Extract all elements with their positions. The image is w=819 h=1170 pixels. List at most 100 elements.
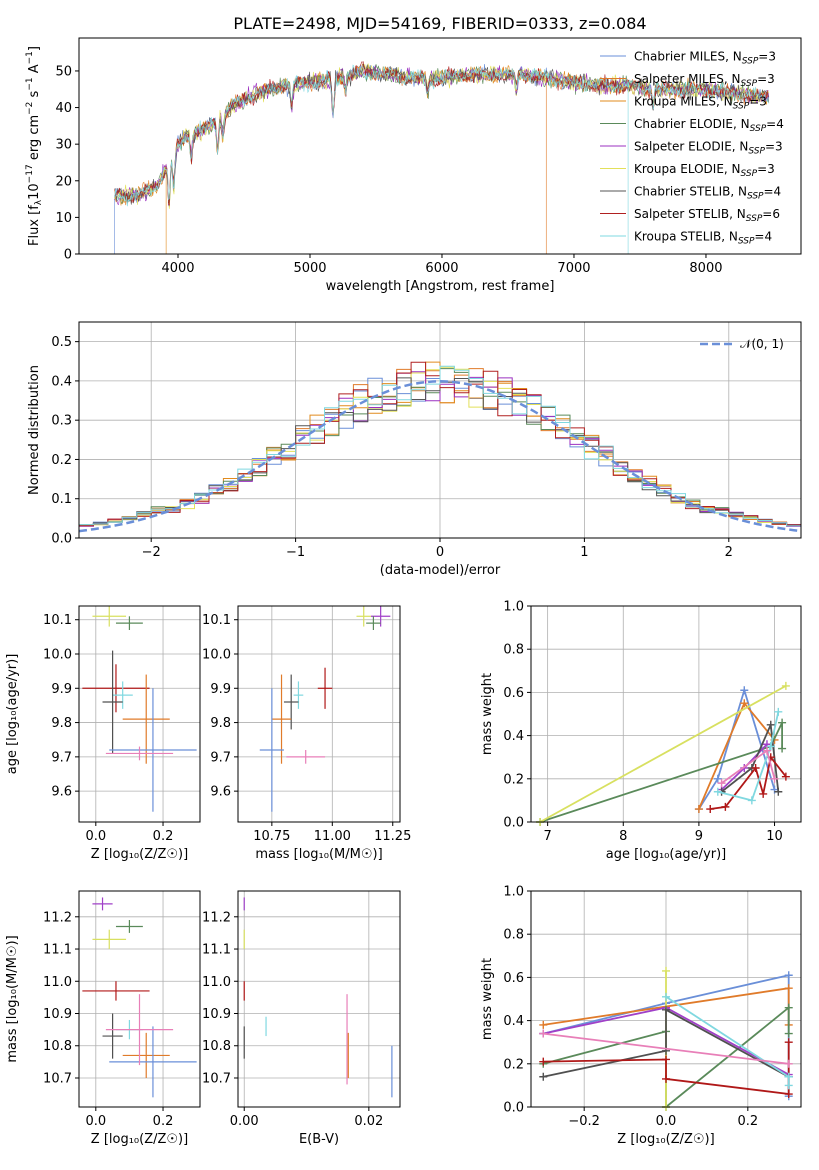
y-tick-label: 11.0	[202, 975, 231, 990]
y-tick-label: 10	[55, 211, 72, 226]
y-tick-label: 9.6	[210, 785, 231, 800]
y-axis-label: mass weight	[480, 673, 495, 755]
y-tick-label: 10.8	[202, 1039, 231, 1054]
weight-point-marker	[774, 707, 783, 716]
y-tick-label: 11.2	[202, 910, 231, 925]
x-tick-label: 0.0	[656, 1114, 677, 1129]
legend-label: Salpeter STELIB, NSSP=6	[634, 207, 780, 224]
y-tick-label: 10.7	[43, 1071, 72, 1086]
y-tick-label: 0.1	[51, 492, 72, 507]
mass-vs-ebv-panel: 0.00 0.02 10.7 10.8 10.9 11.0 11.1 11.2 E(B-V)	[202, 890, 401, 1147]
legend-label: Salpeter MILES, NSSP=3	[634, 72, 775, 89]
y-tick-label: 11.1	[43, 943, 72, 958]
y-tick-label: 9.7	[210, 750, 231, 765]
legend: Chabrier MILES, NSSP=3 Salpeter MILES, NS…	[600, 50, 784, 247]
age-vs-Z-panel: 0.0 0.2 9.6 9.7 9.8 9.9 10.0 10.1 Z [log₁₀(Z/Z☉)…	[5, 605, 201, 862]
y-tick-label: 10.8	[43, 1039, 72, 1054]
weight-series-line	[721, 721, 780, 793]
y-tick-label: 9.7	[51, 750, 72, 765]
x-tick-label: 0.0	[85, 829, 106, 844]
y-tick-label: 0.2	[51, 453, 72, 468]
y-axis-label: Flux [fλ10−17 erg cm−2 s−1 A−1]	[25, 46, 44, 246]
legend-label: Chabrier ELODIE, NSSP=4	[634, 117, 784, 134]
weight-point-marker	[766, 742, 775, 751]
weight-point-marker	[694, 805, 703, 814]
x-tick-label: −1	[286, 545, 305, 560]
weight-point-marker	[759, 789, 768, 798]
y-tick-label: 9.6	[51, 785, 72, 800]
weight-point-marker	[751, 764, 760, 772]
weight-series-line	[717, 711, 780, 802]
y-tick-label: 10.1	[202, 613, 231, 628]
y-tick-label: 0.4	[51, 374, 72, 389]
x-tick-label: 8000	[689, 261, 722, 276]
weight-point-marker	[784, 1038, 793, 1047]
axes-frame	[78, 890, 201, 1108]
normal-reference-curve	[79, 380, 801, 533]
weight-point-marker	[713, 774, 722, 783]
x-tick-label: 5000	[293, 261, 326, 276]
weight-point-marker	[784, 1029, 793, 1038]
y-tick-label: 10.0	[43, 648, 72, 663]
y-axis-label: mass weight	[480, 958, 495, 1040]
weight-point-marker	[706, 805, 715, 814]
weight-point-marker	[784, 971, 793, 980]
y-tick-label: 9.9	[51, 682, 72, 697]
y-tick-label: 0	[64, 248, 72, 263]
y-tick-label: 10.9	[202, 1007, 231, 1022]
y-tick-label: 0.2	[503, 772, 524, 787]
weight-point-marker	[539, 1072, 548, 1081]
axes-frame	[237, 605, 401, 823]
weight-point-marker	[784, 1059, 793, 1068]
weight-point-marker	[539, 1057, 548, 1066]
y-tick-label: 0.4	[503, 729, 524, 744]
weight-point-marker	[747, 796, 756, 805]
axes-frame	[530, 890, 802, 1108]
x-tick-label: 0.2	[737, 1114, 758, 1129]
weight-point-marker	[774, 787, 783, 796]
y-tick-label: 9.8	[51, 716, 72, 731]
x-tick-label: 6000	[425, 261, 458, 276]
legend-label: Kroupa STELIB, NSSP=4	[634, 230, 772, 247]
y-tick-label: 10.1	[43, 613, 72, 628]
spectrum-panel: 4000 5000 6000 7000 8000 0 10 20 30 40 50 wavelengt…	[25, 37, 802, 294]
x-tick-label: −0.2	[568, 1114, 600, 1129]
weight-point-marker	[662, 1055, 670, 1064]
y-tick-label: 1.0	[503, 600, 524, 615]
y-tick-label: 9.8	[210, 716, 231, 731]
residual-histogram	[79, 365, 801, 528]
x-tick-label: 1	[580, 545, 588, 560]
weight-point-marker	[539, 1020, 548, 1029]
x-tick-label: 11.25	[374, 829, 411, 844]
x-tick-label: 10	[766, 829, 783, 844]
y-tick-label: 11.2	[43, 910, 72, 925]
y-tick-label: 0.0	[503, 816, 524, 831]
y-tick-label: 0.2	[503, 1057, 524, 1072]
x-tick-label: 7	[543, 829, 551, 844]
weight-point-marker	[766, 720, 775, 729]
weight-point-marker	[781, 681, 790, 690]
x-axis-label: wavelength [Angstrom, rest frame]	[326, 279, 555, 294]
figure-title: PLATE=2498, MJD=54169, FIBERID=0333, z=0…	[233, 14, 646, 33]
x-tick-label: −2	[142, 545, 161, 560]
weight-point-marker	[662, 1005, 670, 1014]
weight-series-line	[543, 1005, 790, 1107]
legend-label: Chabrier STELIB, NSSP=4	[634, 185, 781, 202]
weight-point-marker	[784, 984, 793, 993]
y-tick-label: 0.5	[51, 335, 72, 350]
y-tick-label: 11.0	[43, 975, 72, 990]
weight-series-line	[543, 1032, 789, 1065]
y-tick-label: 10.7	[202, 1071, 231, 1086]
x-axis-label: (data-model)/error	[380, 563, 501, 578]
y-tick-label: 40	[55, 101, 72, 116]
x-axis-label: Z [log₁₀(Z/Z☉)]	[91, 1132, 188, 1147]
x-axis-label: Z [log₁₀(Z/Z☉)]	[91, 847, 188, 862]
y-tick-label: 0.4	[503, 1014, 524, 1029]
y-tick-label: 30	[55, 138, 72, 153]
x-tick-label: 11.00	[314, 829, 351, 844]
x-tick-label: 0.0	[85, 1114, 106, 1129]
y-tick-label: 11.1	[202, 943, 231, 958]
x-tick-label: 0.2	[153, 1114, 174, 1129]
y-tick-label: 0.6	[503, 686, 524, 701]
